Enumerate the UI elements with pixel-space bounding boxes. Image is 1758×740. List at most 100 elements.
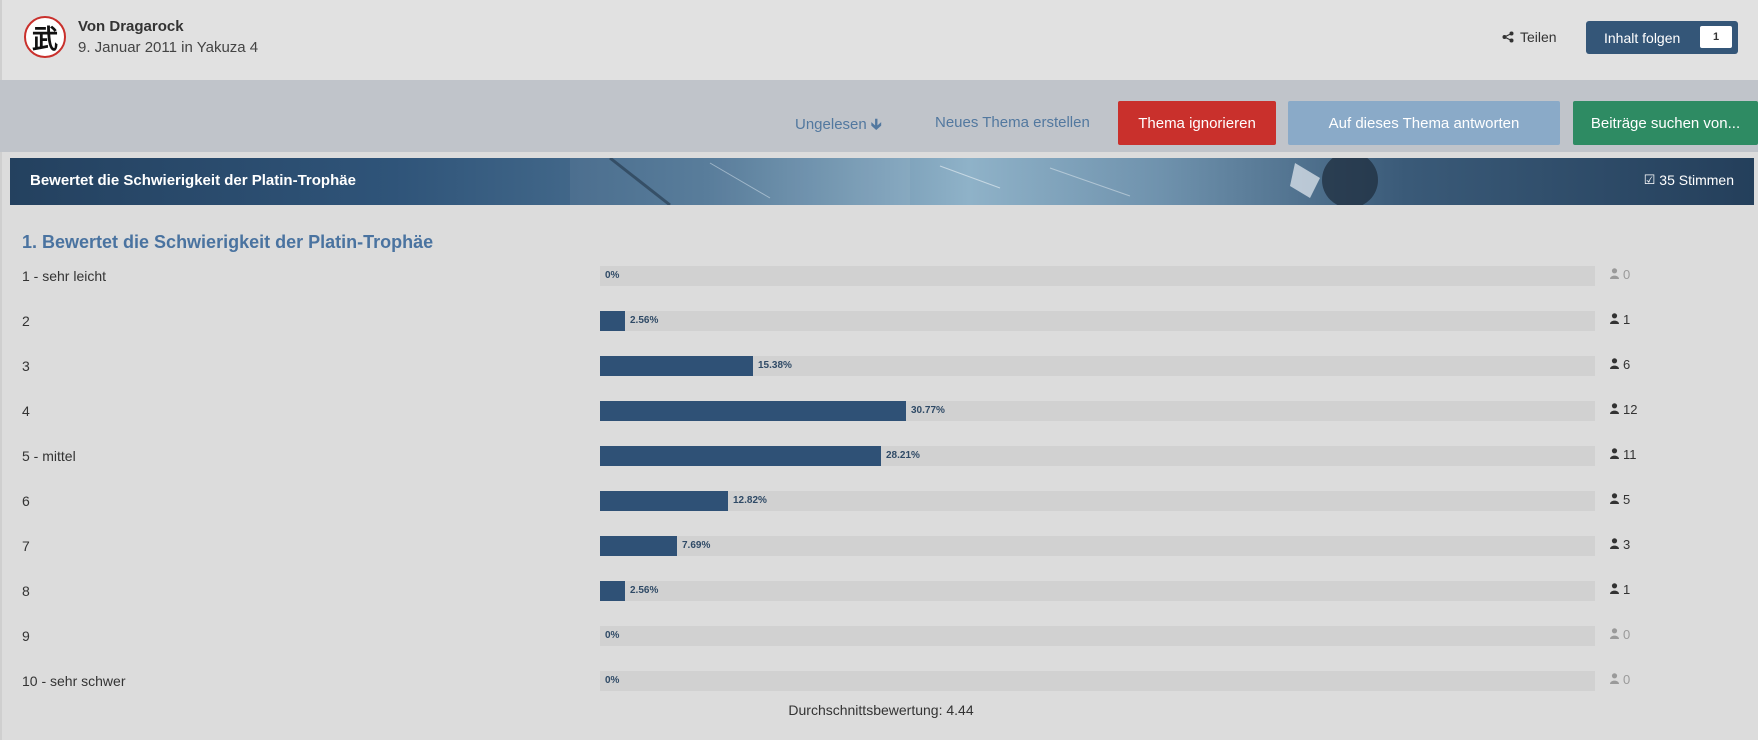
ignore-topic-button[interactable]: Thema ignorieren [1118,101,1276,145]
poll-vote-count: 0 [1610,672,1630,687]
share-icon [1502,31,1514,43]
poll-option-row: 5 - mittel 28.21% 11 [2,444,1758,474]
user-icon [1610,357,1619,372]
poll-bar [600,356,753,376]
poll-votes: ☑ 35 Stimmen [1644,172,1734,188]
arrow-down-icon: 🡳 [870,116,882,133]
poll-option-label: 2 [22,313,30,329]
poll-vote-count: 0 [1610,627,1630,642]
poll-bar-track: 2.56% [600,581,1595,601]
poll-option-label: 7 [22,538,30,554]
poll-vote-count: 1 [1610,582,1630,597]
poll-bar [600,491,728,511]
poll-option-label: 10 - sehr schwer [22,673,126,689]
poll-option-label: 6 [22,493,30,509]
poll-vote-count-value: 1 [1623,312,1631,327]
poll-bar-track: 12.82% [600,491,1595,511]
share-button[interactable]: Teilen [1502,29,1557,45]
poll-option-row: 4 30.77% 12 [2,399,1758,429]
poll-bar-label: 2.56% [630,585,659,596]
user-icon [1610,627,1619,642]
search-posts-button[interactable]: Beiträge suchen von... [1573,101,1758,145]
poll-bar [600,311,625,331]
poll-bar-track: 0% [600,626,1595,646]
poll-bar [600,581,625,601]
poll-option-row: 2 2.56% 1 [2,309,1758,339]
poll-average: Durchschnittsbewertung: 4.44 [788,702,974,718]
user-icon [1610,312,1619,327]
poll-vote-count: 5 [1610,492,1630,507]
poll-vote-count: 11 [1610,447,1637,462]
poll-option-label: 4 [22,403,30,419]
poll-votes-label: 35 Stimmen [1659,172,1734,188]
poll-vote-count: 0 [1610,267,1630,282]
poll-option-label: 3 [22,358,30,374]
poll-option-row: 10 - sehr schwer 0% 0 [2,669,1758,699]
poll-option-label: 5 - mittel [22,448,76,464]
poll-vote-count: 6 [1610,357,1630,372]
poll-bar-track: 0% [600,671,1595,691]
poll-bar-label: 2.56% [630,315,659,326]
poll-bar-label: 12.82% [733,495,767,506]
poll-vote-count-value: 0 [1623,267,1631,282]
poll-bar-label: 0% [605,675,620,686]
user-icon [1610,447,1619,462]
poll-option-row: 9 0% 0 [2,624,1758,654]
new-topic-link[interactable]: Neues Thema erstellen [935,114,1090,131]
poll-option-label: 9 [22,628,30,644]
poll-container: Bewertet die Schwierigkeit der Platin-Tr… [0,152,1758,740]
poll-option-row: 7 7.69% 3 [2,534,1758,564]
poll-title: Bewertet die Schwierigkeit der Platin-Tr… [30,172,356,189]
poll-option-row: 1 - sehr leicht 0% 0 [2,264,1758,294]
unread-label: Ungelesen [795,116,867,133]
author-header: 武 Von Dragarock 9. Januar 2011 in Yakuza… [0,0,1758,80]
poll-bar-track: 7.69% [600,536,1595,556]
poll-bar [600,446,881,466]
user-icon [1610,582,1619,597]
follow-count-badge: 1 [1700,26,1732,48]
poll-option-label: 8 [22,583,30,599]
poll-bar-track: 15.38% [600,356,1595,376]
poll-bar-label: 28.21% [886,450,920,461]
reply-topic-button[interactable]: Auf dieses Thema antworten [1288,101,1560,145]
poll-vote-count-value: 1 [1623,582,1631,597]
poll-bar [600,401,906,421]
poll-vote-count: 1 [1610,312,1630,327]
poll-bar [600,536,677,556]
poll-bar-track: 0% [600,266,1595,286]
share-label: Teilen [1520,29,1557,45]
poll-vote-count-value: 3 [1623,537,1631,552]
poll-vote-count-value: 0 [1623,672,1631,687]
user-icon [1610,492,1619,507]
poll-bar-track: 2.56% [600,311,1595,331]
user-icon [1610,402,1619,417]
poll-bar-label: 15.38% [758,360,792,371]
follow-label: Inhalt folgen [1604,29,1681,46]
poll-bar-label: 7.69% [682,540,711,551]
user-icon [1610,267,1619,282]
poll-header: Bewertet die Schwierigkeit der Platin-Tr… [10,158,1754,205]
topic-action-bar: Ungelesen 🡳 Neues Thema erstellen Thema … [0,80,1758,152]
poll-bar-label: 30.77% [911,405,945,416]
author-name[interactable]: Von Dragarock [78,18,184,35]
poll-bar-track: 28.21% [600,446,1595,466]
user-icon [1610,537,1619,552]
checkbox-icon: ☑ [1643,172,1656,187]
avatar[interactable]: 武 [24,16,66,58]
poll-question: 1. Bewertet die Schwierigkeit der Platin… [22,232,434,252]
poll-header-background [570,158,1378,205]
poll-bar-track: 30.77% [600,401,1595,421]
poll-bar-label: 0% [605,270,620,281]
poll-bar-label: 0% [605,630,620,641]
follow-button[interactable]: Inhalt folgen 1 [1586,21,1738,54]
unread-link[interactable]: Ungelesen 🡳 [795,114,882,139]
poll-vote-count-value: 6 [1623,357,1631,372]
poll-vote-count-value: 11 [1623,447,1637,462]
post-meta: 9. Januar 2011 in Yakuza 4 [78,39,259,56]
poll-vote-count-value: 5 [1623,492,1631,507]
poll-option-row: 6 12.82% 5 [2,489,1758,519]
poll-option-label: 1 - sehr leicht [22,268,107,284]
poll-vote-count-value: 12 [1623,402,1638,417]
poll-option-row: 8 2.56% 1 [2,579,1758,609]
poll-option-row: 3 15.38% 6 [2,354,1758,384]
